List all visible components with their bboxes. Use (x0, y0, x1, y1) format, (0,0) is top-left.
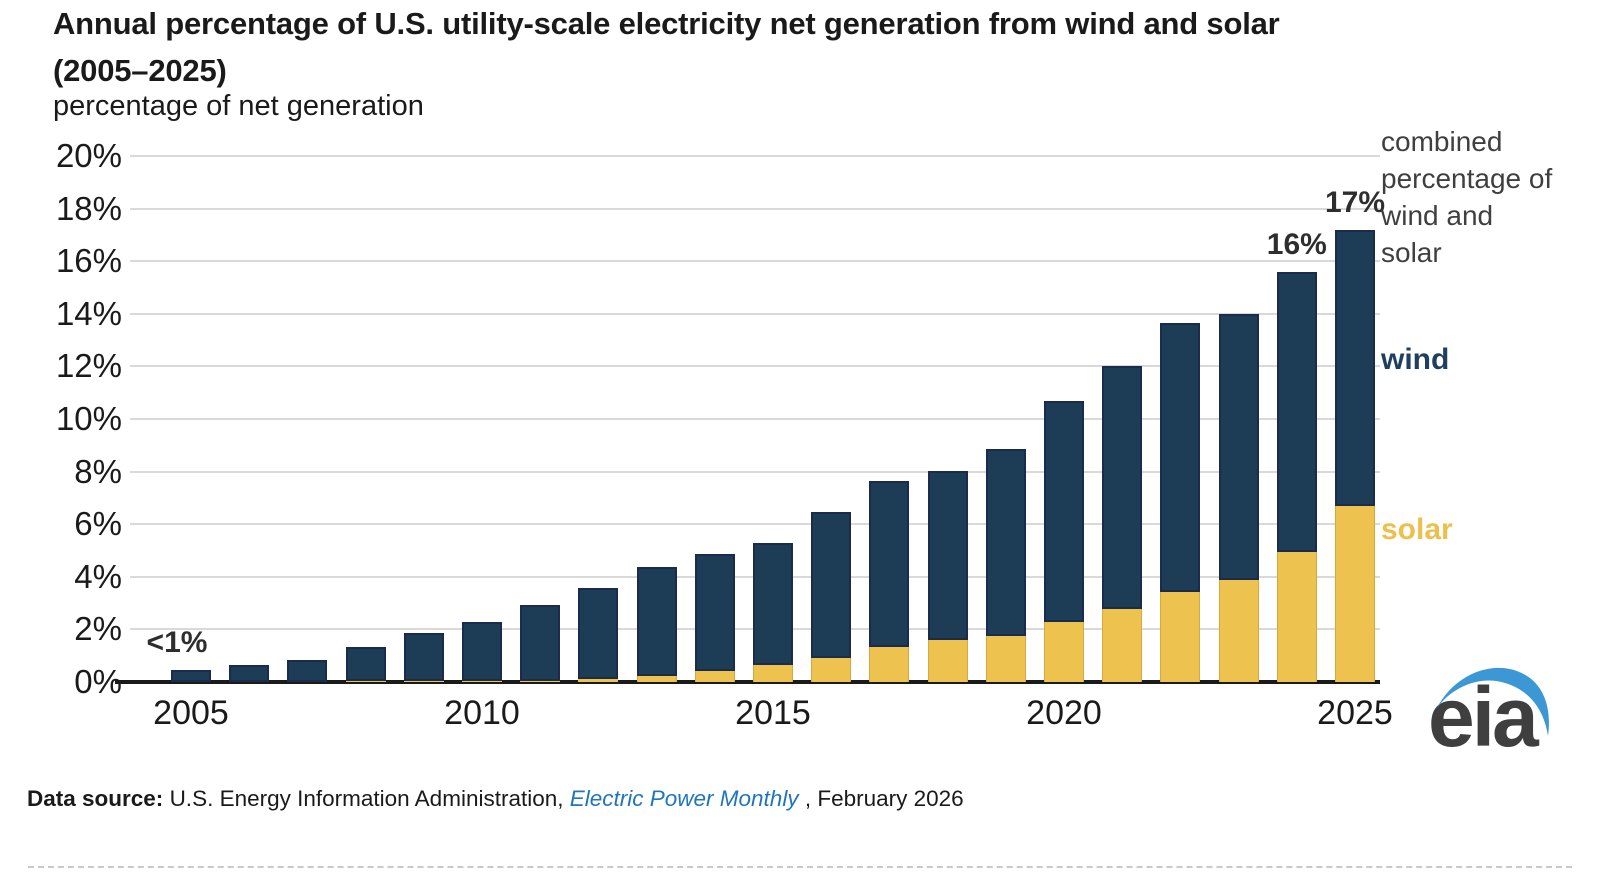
bar-solar-2017 (869, 647, 910, 682)
bar-wind-2018 (927, 470, 968, 640)
gridline-18% (130, 207, 1380, 210)
bar-wind-2005 (171, 670, 211, 682)
bar-solar-2010 (462, 681, 502, 682)
bar-wind-2006 (229, 664, 270, 682)
bar-solar-2022 (1160, 592, 1201, 682)
bar-wind-2021 (1102, 365, 1143, 609)
bar-wind-2013 (636, 567, 677, 676)
bar-wind-2024 (1276, 272, 1317, 552)
x-tick-label-2010: 2010 (444, 694, 520, 732)
source-org: U.S. Energy Information Administration, (169, 786, 570, 811)
y-tick-label-0%: 0% (74, 663, 122, 700)
x-tick-label-2005: 2005 (153, 694, 229, 732)
bar-wind-2010 (462, 621, 502, 682)
bar-solar-2019 (985, 636, 1026, 682)
bar-annotation-2025: 17% (1324, 185, 1386, 219)
bar-solar-2011 (520, 680, 561, 682)
y-tick-label-4%: 4% (74, 557, 122, 595)
bar-solar-2020 (1044, 622, 1084, 682)
y-tick-label-6%: 6% (74, 505, 122, 543)
bar-solar-2024 (1276, 551, 1317, 682)
x-tick-label-2025: 2025 (1317, 694, 1393, 732)
bar-solar-2009 (403, 681, 444, 682)
eia-logo: eia (1400, 645, 1575, 764)
y-axis-unit-label: percentage of net generation (53, 90, 424, 122)
y-tick-label-2%: 2% (74, 610, 122, 648)
y-tick-label-16%: 16% (55, 242, 122, 280)
bar-annotation-2024: 16% (1266, 228, 1327, 262)
divider-dashed-line (28, 866, 1572, 868)
y-tick-label-8%: 8% (74, 452, 122, 490)
bar-wind-2017 (869, 480, 910, 648)
gridline-8% (130, 470, 1380, 473)
y-tick-label-14%: 14% (55, 294, 122, 332)
x-tick-label-2015: 2015 (735, 694, 811, 732)
bar-solar-2013 (636, 675, 677, 682)
bar-solar-2012 (578, 679, 619, 682)
bar-solar-2018 (927, 639, 968, 682)
chart-title-line2: (2005–2025) (53, 53, 227, 88)
bar-wind-2014 (694, 553, 735, 671)
bar-solar-2015 (753, 665, 793, 682)
bar-wind-2007 (287, 659, 328, 682)
x-tick-label-2020: 2020 (1026, 694, 1102, 732)
bar-solar-2025 (1335, 505, 1375, 682)
legend-solar-label: solar (1381, 513, 1453, 546)
gridline-6% (130, 523, 1380, 526)
y-tick-label-12%: 12% (55, 347, 122, 385)
gridline-14% (130, 312, 1380, 315)
chart-title-line1: Annual percentage of U.S. utility-scale … (53, 6, 1280, 41)
plot-area: 0% 2% 4% 6% 8% 10% 12% 14% 16% 18% 20% 2005 2010 2015… (55, 137, 1393, 732)
bar-wind-2009 (403, 632, 444, 682)
gridline-16% (130, 260, 1380, 263)
data-source-line: Data source: U.S. Energy Information Adm… (27, 786, 964, 812)
bar-wind-2022 (1160, 322, 1201, 593)
source-publication-link[interactable]: Electric Power Monthly (569, 786, 799, 811)
bar-wind-2023 (1218, 313, 1259, 581)
bar-wind-2011 (520, 605, 561, 681)
bar-wind-2025 (1335, 229, 1375, 506)
gridline-12% (130, 365, 1380, 368)
bar-wind-2020 (1044, 400, 1084, 623)
bar-wind-2015 (753, 542, 793, 666)
bar-wind-2008 (345, 646, 386, 682)
eia-logo-swoosh-icon (1437, 667, 1549, 736)
legend-wind-label: wind (1381, 343, 1450, 376)
bar-solar-2021 (1102, 608, 1143, 682)
bar-wind-2019 (985, 448, 1026, 637)
bar-solar-2016 (811, 658, 852, 682)
x-axis-line (115, 680, 1380, 684)
bar-solar-2023 (1218, 580, 1259, 682)
legend-combined-label: combined percentage of wind and solar (1381, 126, 1553, 268)
y-tick-label-20%: 20% (55, 137, 122, 174)
bar-annotation-2005: <1% (146, 626, 208, 660)
y-tick-label-10%: 10% (55, 400, 122, 437)
bar-wind-2016 (811, 512, 852, 659)
bar-solar-2008 (345, 681, 386, 682)
bar-solar-2014 (694, 670, 735, 682)
bar-wind-2012 (578, 588, 619, 680)
gridline-10% (130, 418, 1380, 420)
source-prefix: Data source: (27, 786, 164, 811)
gridline-20% (130, 155, 1380, 157)
y-tick-label-18%: 18% (55, 189, 122, 227)
source-date: , February 2026 (804, 786, 964, 811)
